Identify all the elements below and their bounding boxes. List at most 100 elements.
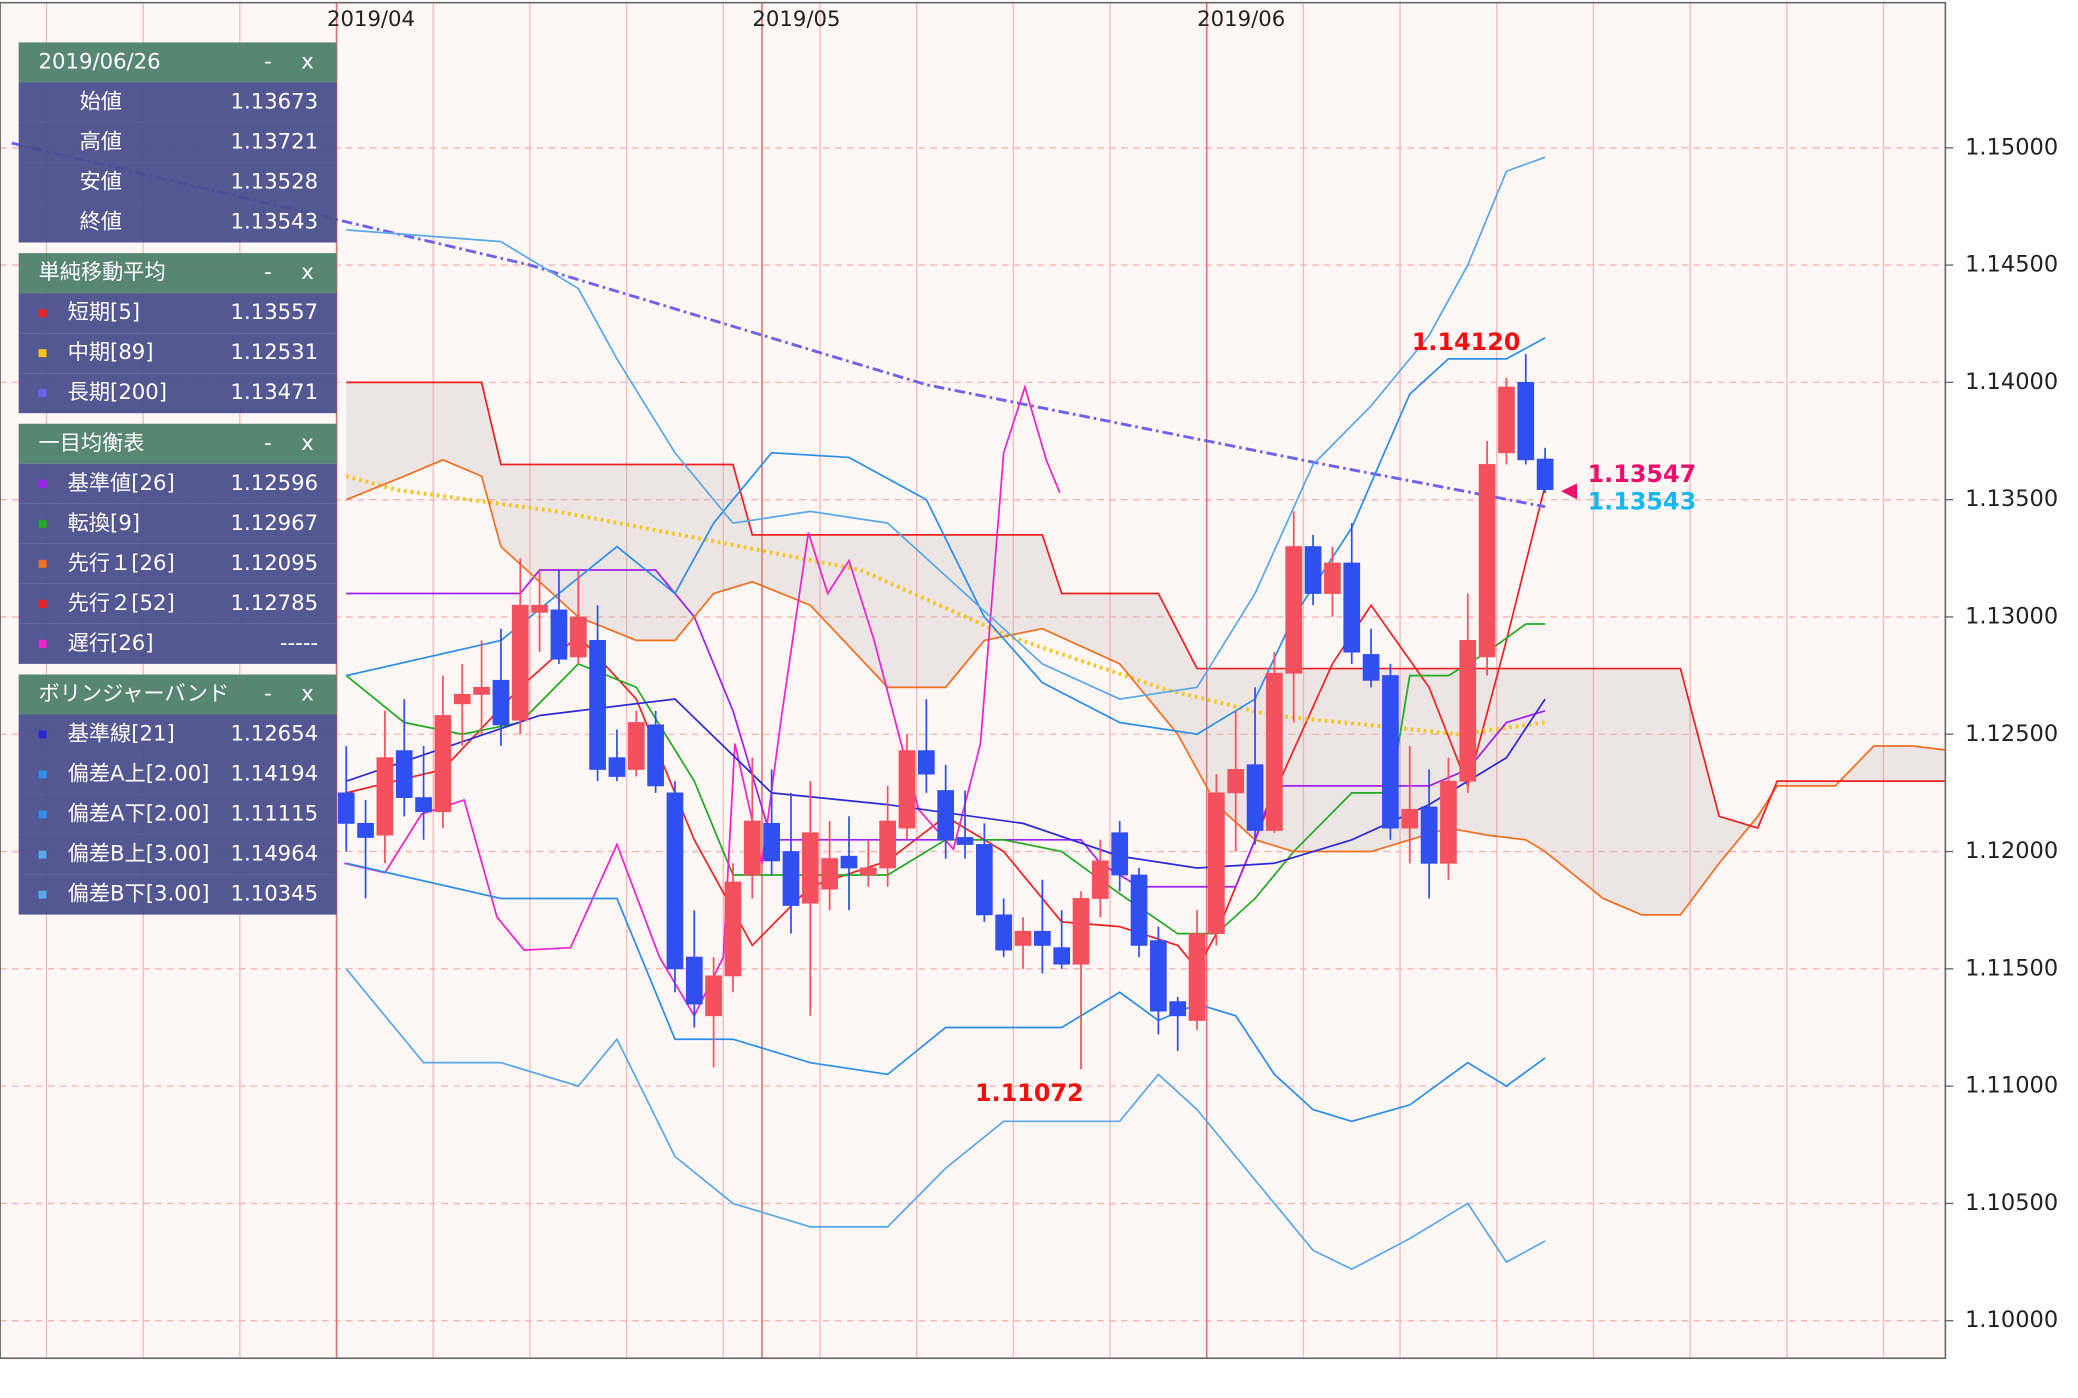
x-tick-label: 2019/04 [327, 6, 415, 31]
candle-body [1440, 780, 1457, 864]
legend-value: 1.12095 [231, 550, 319, 575]
panel-minimize[interactable]: - [264, 48, 272, 73]
y-tick-label: 1.12000 [1965, 838, 2058, 864]
candle-body [531, 604, 548, 613]
candle-body [1169, 1001, 1187, 1017]
legend-value: 1.12654 [231, 721, 319, 746]
legend-label: 基準値[26] [68, 470, 175, 495]
candle-body [647, 724, 664, 787]
ohlc-label: 始値 [80, 88, 122, 113]
panel-minimize[interactable]: - [264, 430, 272, 455]
ohlc-label: 終値 [80, 208, 122, 233]
candle-body [1517, 381, 1535, 461]
plot [11, 141, 1946, 1271]
panel-minimize[interactable]: - [264, 680, 272, 705]
candle-body [589, 640, 606, 770]
panel-minimize[interactable]: - [264, 259, 272, 284]
panel-header-title: 単純移動平均 [39, 259, 166, 284]
candle-body [473, 686, 490, 695]
candle-body [1362, 654, 1380, 681]
panel-close[interactable]: x [301, 430, 314, 455]
candle-body [1382, 675, 1399, 829]
panel-row [18, 834, 337, 875]
y-tick-label: 1.12500 [1965, 721, 2058, 747]
candle-body [550, 609, 568, 660]
y-tick-label: 1.11000 [1965, 1073, 2058, 1099]
indicator-line [346, 569, 1546, 888]
panel-header [18, 423, 337, 464]
legend-swatch [38, 389, 47, 398]
legend-swatch [38, 519, 47, 528]
legend-swatch [38, 599, 47, 608]
candle-body [859, 867, 877, 876]
panel-close[interactable]: x [301, 259, 314, 284]
candle-body [1285, 546, 1303, 674]
legend-label: 遅行[26] [68, 630, 154, 655]
panel-close[interactable]: x [301, 680, 314, 705]
candle-body [511, 604, 529, 721]
candle-body [956, 837, 974, 845]
panel-row [18, 82, 337, 123]
candle-body [1072, 898, 1090, 965]
legend-value: 1.11115 [231, 801, 319, 826]
legend-value: 1.12785 [231, 590, 319, 615]
candle-body [666, 792, 684, 970]
panel-row [18, 794, 337, 835]
candle-body [1498, 386, 1515, 454]
x-tick-label: 2019/05 [752, 6, 840, 31]
candle-body [705, 975, 722, 1017]
legend-swatch [38, 850, 47, 859]
candle-body [1246, 764, 1264, 831]
legend-swatch [38, 810, 47, 819]
panel-row [18, 623, 337, 664]
legend-swatch [38, 479, 47, 488]
candle-body [395, 750, 413, 798]
candle-body [1092, 860, 1109, 899]
legend-value: 1.13471 [231, 379, 319, 404]
x-tick-label: 2019/06 [1197, 6, 1285, 31]
candle-body [569, 616, 587, 658]
y-tick-label: 1.15000 [1965, 134, 2058, 160]
panel-close[interactable]: x [301, 48, 314, 73]
candle-body [898, 750, 916, 829]
info-panel: 2019/06/26 - x 始値 1.13673 高値 1.13721 安値 1.13528 終… [18, 42, 337, 915]
candle-body [1130, 874, 1148, 946]
candle-body [1459, 640, 1477, 782]
candle-body [975, 844, 993, 916]
legend-label: 転換[9] [68, 510, 140, 535]
legend-label: 偏差B下[3.00] [68, 881, 210, 906]
legend-value: 1.12531 [231, 339, 319, 364]
candle-body [937, 790, 955, 841]
candle-body [801, 832, 819, 904]
legend-value: 1.12967 [231, 510, 319, 535]
candle-body [840, 855, 858, 869]
panel-row [18, 373, 337, 414]
indicator-line [346, 381, 1946, 830]
legend-label: 短期[5] [68, 299, 140, 324]
indicator-line [345, 968, 1546, 1271]
panel-row [18, 122, 337, 163]
candle-body [1536, 458, 1554, 490]
panel-header-title: 2019/06/26 [39, 48, 161, 73]
legend-swatch [38, 559, 47, 568]
candle-body [1478, 464, 1496, 658]
panel-header-title: 一目均衡表 [39, 430, 145, 455]
panel-row [18, 293, 337, 334]
ohlc-value: 1.13528 [231, 168, 319, 193]
indicator-line [346, 337, 1546, 736]
panel-row [18, 503, 337, 544]
legend-label: 偏差A上[2.00] [68, 761, 210, 786]
price-marker-label: 1.13547 [1588, 460, 1697, 488]
y-tick-label: 1.13500 [1965, 486, 2058, 512]
legend-swatch [38, 639, 47, 648]
candle-body [337, 792, 355, 824]
candle-body [879, 820, 897, 869]
candle-body [1053, 947, 1071, 965]
candle-body [1208, 792, 1225, 935]
panel-header [18, 253, 337, 294]
legend-label: 先行１[26] [68, 550, 175, 575]
indicator-line [346, 862, 1546, 1123]
legend-swatch [38, 770, 47, 779]
